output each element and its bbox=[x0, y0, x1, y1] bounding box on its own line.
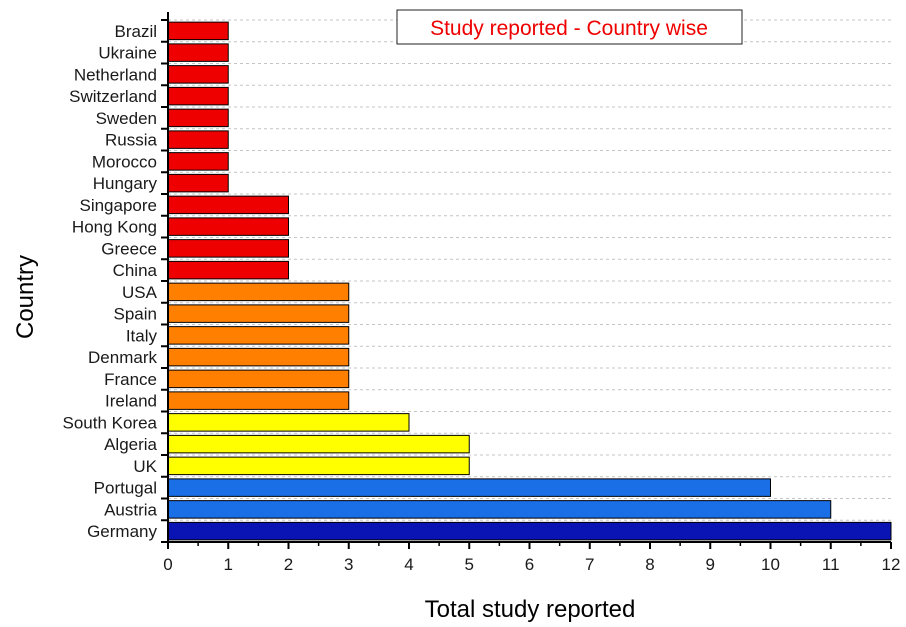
x-tick-label: 7 bbox=[585, 555, 594, 574]
y-tick-label: Greece bbox=[101, 239, 157, 258]
y-tick-label: USA bbox=[122, 283, 158, 302]
bar-switzerland bbox=[168, 87, 228, 105]
y-tick-label: Brazil bbox=[114, 22, 157, 41]
chart-title-legend: Study reported - Country wise bbox=[397, 10, 742, 44]
bar-sweden bbox=[168, 109, 228, 127]
y-tick-labels: Brazil Ukraine Netherland Switzerland Sweden… bbox=[62, 22, 157, 541]
x-tick-label: 2 bbox=[284, 555, 293, 574]
x-tick-label: 11 bbox=[822, 555, 840, 574]
bar-greece bbox=[168, 240, 289, 258]
x-tick-label: 4 bbox=[404, 555, 413, 574]
y-tick-label: Algeria bbox=[104, 435, 157, 454]
x-tick-label: 12 bbox=[882, 555, 901, 574]
y-axis-title: Country bbox=[12, 255, 39, 339]
bar-italy bbox=[168, 327, 349, 345]
bar-hong-kong bbox=[168, 218, 289, 236]
x-tick-label: 9 bbox=[706, 555, 715, 574]
bar-hungary bbox=[168, 174, 228, 192]
bar-russia bbox=[168, 131, 228, 149]
y-tick-label: Russia bbox=[105, 131, 158, 150]
x-tick-label: 0 bbox=[163, 555, 172, 574]
y-tick-label: Austria bbox=[104, 500, 157, 519]
y-tick-label: France bbox=[104, 370, 157, 389]
y-tick-label: China bbox=[113, 261, 158, 280]
y-tick-label: Portugal bbox=[94, 479, 157, 498]
bar-uk bbox=[168, 457, 469, 475]
bar-austria bbox=[168, 501, 831, 519]
y-tick-label: Denmark bbox=[88, 348, 157, 367]
y-tick-label: Spain bbox=[114, 305, 157, 324]
bar-morocco bbox=[168, 153, 228, 171]
bar-ukraine bbox=[168, 44, 228, 62]
bar-china bbox=[168, 261, 289, 279]
y-tick-label: Morocco bbox=[92, 152, 157, 171]
bar-spain bbox=[168, 305, 349, 323]
y-tick-label: Hungary bbox=[93, 174, 158, 193]
bar-netherland bbox=[168, 66, 228, 84]
x-tick-labels: 0 1 2 3 4 5 6 7 8 9 10 11 12 bbox=[163, 555, 900, 574]
y-tick-label: Singapore bbox=[79, 196, 157, 215]
y-tick-label: Ireland bbox=[105, 392, 157, 411]
bar-france bbox=[168, 370, 349, 388]
y-tick-label: Hong Kong bbox=[72, 218, 157, 237]
y-tick-label: Switzerland bbox=[69, 87, 157, 106]
bar-brazil bbox=[168, 22, 228, 40]
bar-portugal bbox=[168, 479, 771, 497]
bar-denmark bbox=[168, 348, 349, 366]
bar-south-korea bbox=[168, 414, 409, 432]
x-tick-label: 6 bbox=[525, 555, 534, 574]
x-tick-label: 5 bbox=[465, 555, 474, 574]
y-tick-label: Sweden bbox=[96, 109, 157, 128]
x-tick-label: 1 bbox=[224, 555, 233, 574]
bar-ireland bbox=[168, 392, 349, 410]
x-tick-label: 8 bbox=[645, 555, 654, 574]
chart-title: Study reported - Country wise bbox=[430, 17, 708, 40]
bar-singapore bbox=[168, 196, 289, 214]
y-tick-label: Ukraine bbox=[98, 44, 157, 63]
x-axis-title: Total study reported bbox=[425, 596, 636, 623]
y-tick-label: Italy bbox=[126, 326, 158, 345]
bar-algeria bbox=[168, 435, 469, 453]
x-tick-label: 3 bbox=[344, 555, 353, 574]
y-tick-label: Netherland bbox=[74, 65, 157, 84]
x-tick-label: 10 bbox=[761, 555, 780, 574]
bar-germany bbox=[168, 522, 891, 540]
bar-usa bbox=[168, 283, 349, 301]
y-tick-label: Germany bbox=[87, 522, 157, 541]
y-tick-label: South Korea bbox=[62, 413, 157, 432]
y-tick-label: UK bbox=[133, 457, 157, 476]
